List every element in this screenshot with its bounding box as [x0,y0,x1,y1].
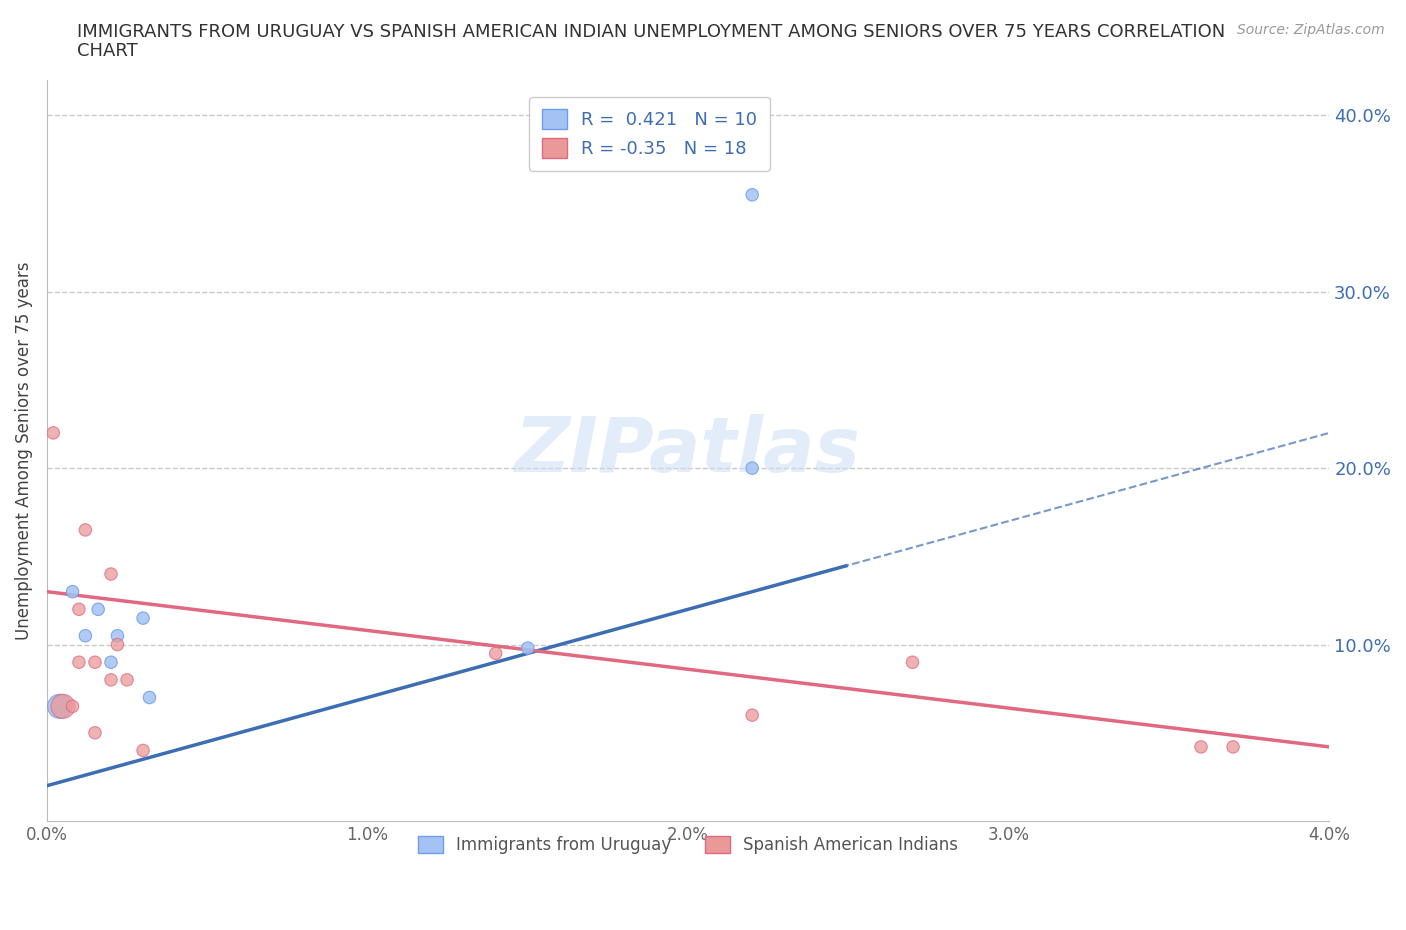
Text: CHART: CHART [77,42,138,60]
Point [75,523,97,538]
Point [87,602,110,617]
Point [84,725,107,740]
Point [62,698,84,713]
Point [48,698,70,713]
Point [1222,739,1244,754]
Point [75,629,97,644]
Point [516,641,538,656]
Legend: Immigrants from Uruguay, Spanish American Indians: Immigrants from Uruguay, Spanish America… [412,830,965,861]
Point [42,425,65,440]
Point [100,655,122,670]
Point [901,655,924,670]
Point [132,611,155,626]
Point [741,460,763,475]
Point [132,743,155,758]
Point [138,690,160,705]
Text: Source: ZipAtlas.com: Source: ZipAtlas.com [1237,23,1385,37]
Point [62,584,84,599]
Point [84,655,107,670]
Point [741,187,763,202]
Point [115,672,138,687]
Point [1189,739,1212,754]
Point [52,698,75,713]
Point [100,672,122,687]
Point [741,708,763,723]
Point [485,646,508,661]
Point [100,566,122,581]
Text: ZIPatlas: ZIPatlas [515,414,860,487]
Point [67,602,90,617]
Point [67,655,90,670]
Point [107,629,129,644]
Y-axis label: Unemployment Among Seniors over 75 years: Unemployment Among Seniors over 75 years [15,261,32,640]
Point [107,637,129,652]
Text: IMMIGRANTS FROM URUGUAY VS SPANISH AMERICAN INDIAN UNEMPLOYMENT AMONG SENIORS OV: IMMIGRANTS FROM URUGUAY VS SPANISH AMERI… [77,23,1226,41]
